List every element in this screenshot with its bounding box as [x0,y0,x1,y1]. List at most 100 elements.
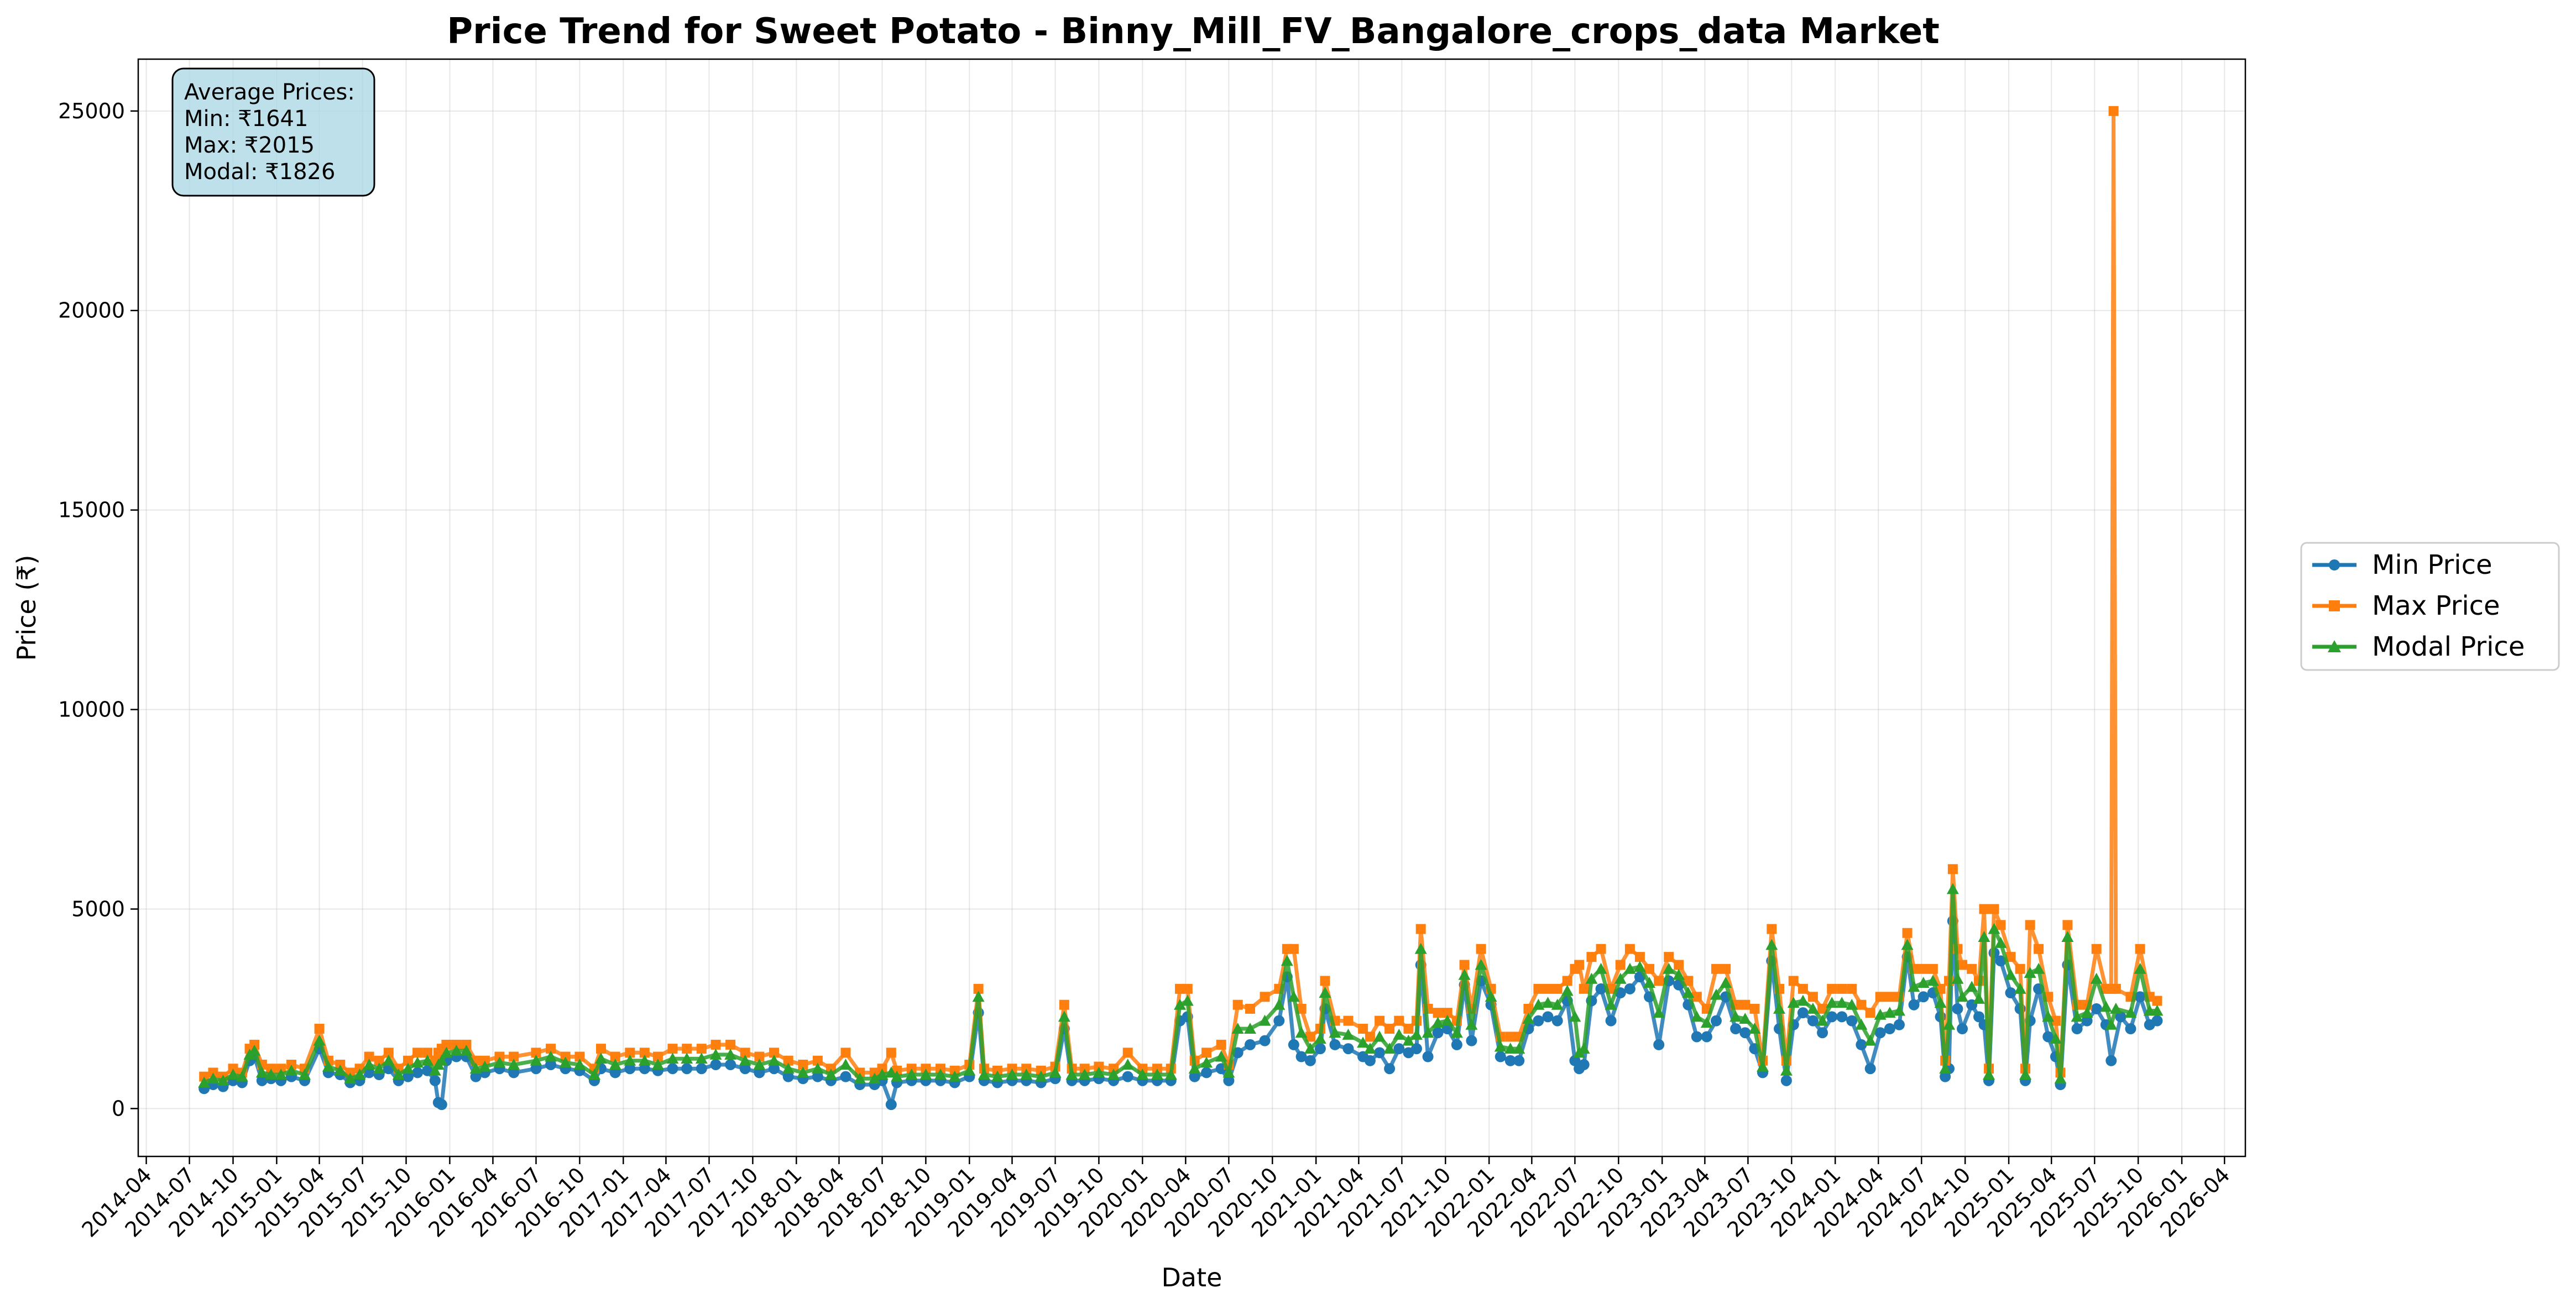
data-point-modal-price [2061,931,2074,942]
data-point-min-price [782,1071,794,1082]
data-point-min-price [812,1071,823,1082]
data-point-modal-price [1748,1023,1761,1034]
data-point-modal-price [1973,992,1985,1004]
data-point-modal-price [609,1058,621,1070]
data-point-max-price [1596,944,1606,954]
series-max-price [199,106,2162,1082]
data-point-modal-price [1542,997,1554,1008]
data-point-modal-price [285,1064,297,1076]
data-point-modal-price [2151,1004,2164,1016]
legend-label-modal: Modal Price [2372,631,2525,662]
y-tick-label: 20000 [58,299,125,323]
data-point-modal-price [469,1062,482,1074]
data-point-modal-price [1720,977,1732,988]
data-point-max-price [1403,1024,1414,1034]
data-point-modal-price [1595,962,1607,974]
data-point-max-price [595,1044,606,1054]
data-point-max-price [1579,983,1589,994]
data-point-modal-price [1357,1036,1370,1048]
data-point-max-price [754,1051,765,1062]
data-point-min-price [1624,983,1636,994]
data-point-modal-price [236,1070,248,1082]
data-point-min-price [667,1063,678,1075]
data-point-modal-price [2054,1072,2067,1084]
data-point-modal-price [1078,1069,1091,1080]
data-point-modal-price [530,1054,542,1066]
data-point-modal-price [248,1044,261,1056]
data-point-modal-price [1966,981,1978,992]
data-point-min-price [1864,1063,1876,1075]
data-point-modal-price [978,1069,990,1080]
data-point-min-price [1432,1027,1444,1039]
data-point-max-price [383,1048,394,1058]
data-point-modal-price [207,1072,220,1084]
data-point-modal-price [1826,997,1838,1008]
data-point-modal-price [905,1069,918,1080]
data-point-min-price [1244,1039,1256,1050]
data-point-modal-price [934,1069,947,1080]
data-point-max-price [441,1039,452,1050]
data-point-max-price [2050,1015,2061,1026]
data-point-min-price [1304,1055,1316,1066]
legend-marker-max [2329,600,2340,611]
data-point-modal-price [767,1054,780,1066]
data-point-max-price [1260,992,1270,1002]
data-point-max-price [1798,983,1808,994]
data-point-modal-price [1623,962,1636,974]
plot-area: 2014-042014-072014-102015-012015-042015-… [58,58,2246,1242]
data-point-min-price [1329,1039,1341,1050]
data-point-min-price [1201,1067,1213,1078]
stats-heading: Average Prices: [184,80,355,105]
data-point-min-price [1466,1035,1477,1046]
data-point-modal-price [1494,1040,1507,1052]
data-point-max-price [546,1044,556,1054]
data-point-min-price [639,1063,650,1075]
data-point-min-price [1384,1063,1396,1075]
data-point-modal-price [594,1053,607,1064]
data-point-modal-price [2042,1010,2055,1022]
data-point-modal-price [1188,1062,1201,1074]
data-point-modal-price [322,1060,335,1072]
data-point-modal-price [411,1056,424,1068]
data-point-min-price [1973,1011,1985,1023]
data-point-modal-price [695,1053,708,1064]
data-point-modal-price [1643,977,1656,988]
data-point-max-price [1654,976,1664,986]
data-point-modal-price [1614,972,1627,984]
data-point-min-price [412,1067,424,1078]
data-point-modal-price [1532,998,1545,1010]
data-point-modal-price [198,1076,211,1088]
data-point-modal-price [1006,1069,1018,1080]
data-point-modal-price [1475,959,1487,970]
data-point-modal-price [1690,1010,1703,1022]
data-point-modal-price [2090,972,2103,984]
data-point-modal-price [1151,1069,1163,1080]
data-point-max-price [1459,960,1470,970]
data-point-min-price [508,1067,520,1078]
data-point-modal-price [1796,994,1809,1006]
data-point-min-price [2125,1023,2136,1035]
data-point-max-price [2152,996,2162,1006]
data-point-modal-price [1222,1066,1235,1078]
y-tick-label: 15000 [58,498,125,522]
data-point-modal-price [1319,987,1331,998]
data-point-modal-price [1729,1010,1742,1022]
data-point-max-price [1175,983,1185,994]
data-point-modal-price [1757,1060,1769,1072]
data-point-modal-price [1231,1023,1244,1034]
data-point-min-price [1495,1051,1506,1062]
data-point-modal-price [885,1066,897,1078]
data-point-min-price [1917,991,1929,1003]
data-point-modal-price [1200,1056,1213,1068]
data-point-max-price [1505,1032,1516,1042]
data-point-modal-price [1393,1028,1405,1040]
data-point-modal-price [1020,1069,1033,1080]
data-point-modal-price [1258,1014,1271,1026]
data-point-modal-price [891,1070,903,1082]
legend-item-min: Min Price [2312,549,2493,580]
data-point-max-price [1674,960,1684,970]
data-point-max-price [1201,1048,1212,1058]
data-point-min-price [1223,1075,1235,1086]
data-point-max-price [1837,983,1847,994]
legend: Min Price Max Price Modal Price [2300,542,2560,671]
